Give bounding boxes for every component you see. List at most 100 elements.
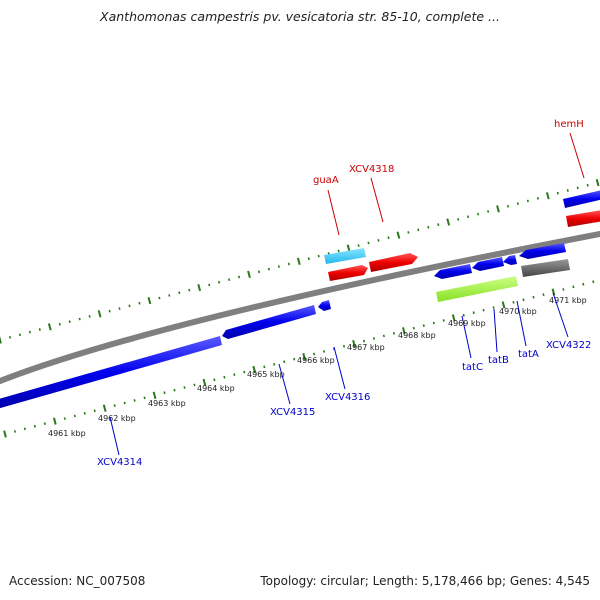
gene-XCV4314[interactable] [0,336,222,409]
gene-XCV4315[interactable] [222,305,316,339]
tick-mark [208,283,211,287]
gene-label-XCV4322[interactable]: XCV4322 [546,340,591,351]
tick-mark [33,424,36,428]
tick-mark [78,317,81,321]
tick-mark [496,205,500,213]
tick-mark [277,265,280,268]
tick-mark [501,301,506,309]
gene-label-XCV4314[interactable]: XCV4314 [97,457,142,468]
tick-mark [412,326,415,330]
feature-gray[interactable] [521,259,570,277]
leader-XCV4322 [552,292,569,338]
tick-mark [0,336,2,344]
gene-label-hemH[interactable]: hemH [554,119,584,130]
tick-mark [551,288,556,296]
feature-green[interactable] [436,276,518,302]
tick-mark [576,186,579,190]
tick-mark [267,267,270,271]
gene-tatB[interactable] [472,257,504,271]
leader-XCV4318 [370,177,384,223]
tick-mark [283,360,286,364]
tick-mark [427,225,430,229]
feature-bars [324,248,570,302]
tick-mark [566,189,569,192]
tick-mark [372,337,375,340]
tick-mark [572,285,575,289]
tick-mark [446,218,451,226]
leader-hemH [569,132,585,179]
tick-mark [113,404,116,407]
gene-label-XCV4315[interactable]: XCV4315 [270,407,315,418]
tick-mark [28,330,31,334]
tick-mark [83,411,86,415]
tick-mark [138,301,141,305]
tick-mark [522,298,525,302]
feature-cyan[interactable] [324,248,366,264]
gene-label-tatB[interactable]: tatB [488,355,509,366]
gene-guaA[interactable] [328,265,368,281]
leader-XCV4314 [109,416,120,456]
tick-mark [102,404,107,412]
tick-mark [477,212,480,216]
upper-tick-row [0,178,600,344]
leader-tatB [493,308,498,353]
tick-mark [387,236,390,240]
tick-label: 4970 kbp [499,307,537,316]
tick-mark [178,291,181,295]
tick-mark [108,309,111,313]
tick-mark [346,244,351,252]
tick-mark [307,257,310,261]
tick-mark [586,183,589,187]
tick-mark [163,391,166,395]
gene-tatA[interactable] [503,255,517,265]
tick-mark [362,339,366,343]
tick-mark [302,352,306,361]
tick-mark [442,319,445,322]
page-title: Xanthomonas campestris pv. vesicatoria s… [100,9,500,24]
tick-mark [432,321,435,325]
gene-label-XCV4316[interactable]: XCV4316 [325,392,370,403]
tick-mark [147,297,152,305]
gene-hemH[interactable] [566,210,600,227]
tick-mark [218,280,221,284]
gene-hemH-reverse[interactable] [563,190,600,208]
gene-tatC[interactable] [434,264,472,279]
tick-mark [417,228,420,232]
tick-mark [296,257,301,265]
tick-mark [545,192,550,200]
tick-mark [243,370,246,374]
gene-XCV4318[interactable] [369,253,418,272]
tick-mark [402,327,406,335]
tick-mark [536,196,539,200]
tick-mark [8,335,12,339]
tick-mark [168,294,171,297]
tick-mark [183,386,186,389]
tick-mark [532,295,535,299]
tick-mark [223,375,226,379]
tick-mark [123,401,126,405]
gene-label-guaA[interactable]: guaA [313,175,339,186]
tick-mark [58,322,61,326]
gene-label-XCV4318[interactable]: XCV4318 [349,164,394,175]
tick-mark [506,204,510,208]
tick-mark [396,231,401,239]
tick-mark [451,314,456,322]
tick-mark [47,323,52,331]
gene-label-tatC[interactable]: tatC [462,362,483,373]
tick-mark [422,324,425,327]
tick-mark [133,399,136,402]
tick-mark [357,244,360,247]
tick-label: 4966 kbp [297,356,335,365]
tick-mark [252,365,257,374]
tick-mark [323,350,326,353]
gene-label-tatA[interactable]: tatA [518,349,539,360]
gene-XCV4322[interactable] [519,243,566,259]
tick-mark [143,396,146,400]
accession-text: Accession: NC_007508 [9,574,146,588]
gene-XCV4316[interactable] [318,300,331,311]
tick-mark [193,383,196,387]
leader-XCV4315 [278,363,291,405]
tick-mark [188,288,191,292]
tick-label: 4971 kbp [549,296,587,305]
